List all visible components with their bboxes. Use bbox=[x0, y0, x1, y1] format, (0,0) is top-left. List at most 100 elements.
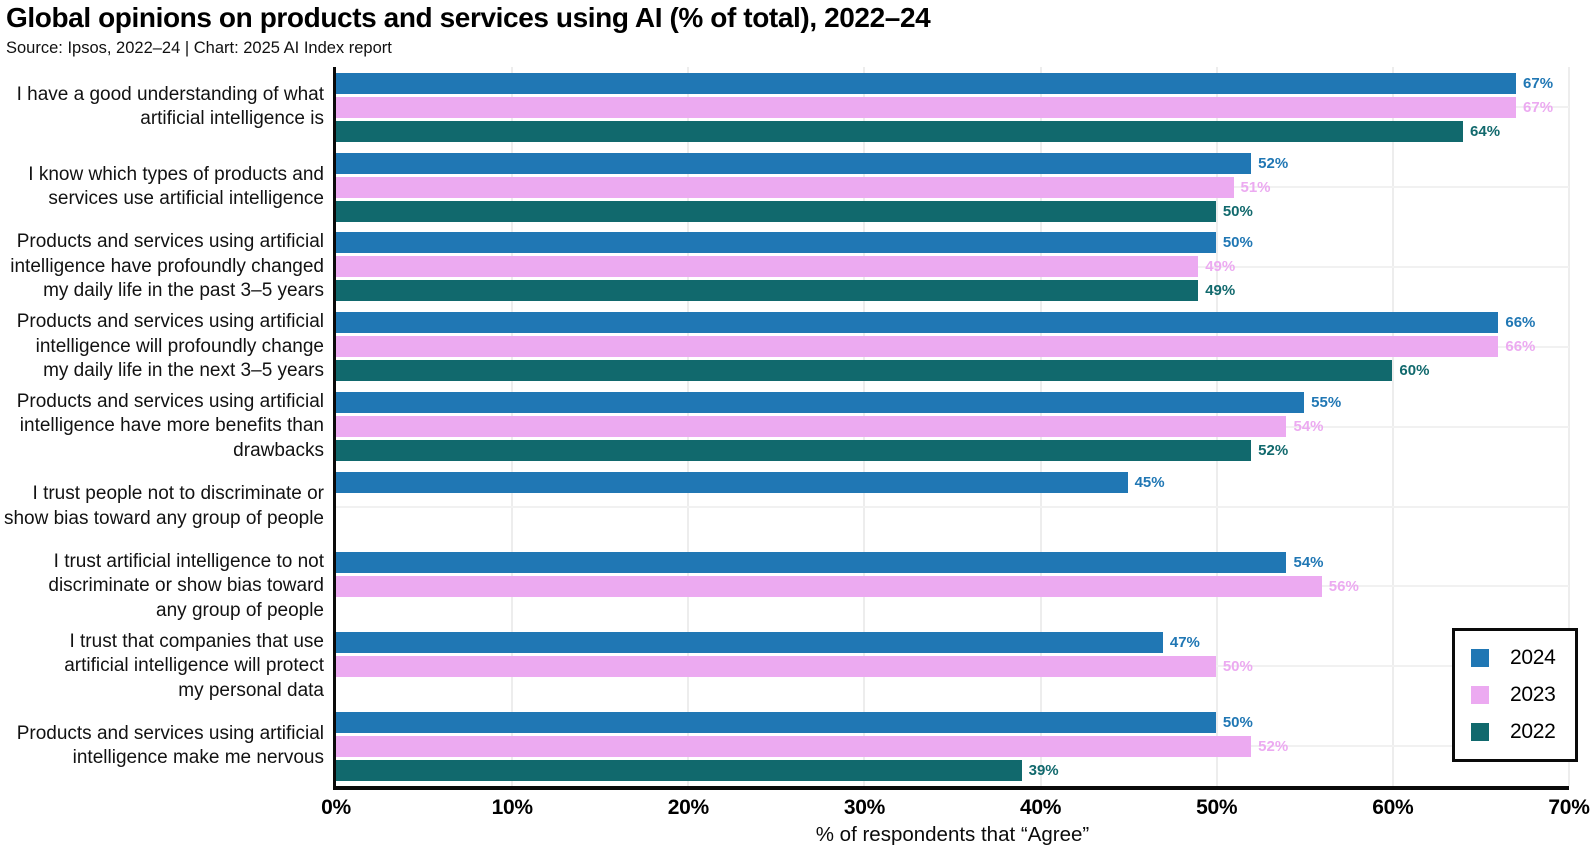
category-label: I trust people not to discriminate or sh… bbox=[3, 483, 324, 529]
bar-2024 bbox=[333, 72, 1517, 94]
bar-2022 bbox=[333, 360, 1393, 382]
value-label: 52% bbox=[1258, 737, 1289, 755]
bar-slot-2023: 49% bbox=[333, 256, 1569, 278]
category-label: Products and services using artificial i… bbox=[16, 722, 324, 769]
value-label: 64% bbox=[1470, 122, 1501, 140]
value-label: 47% bbox=[1169, 633, 1200, 651]
x-tick-label: 40% bbox=[1019, 796, 1062, 820]
bar-group: Products and services using artificial i… bbox=[0, 227, 1569, 307]
bar-2023 bbox=[333, 96, 1517, 118]
chart-source: Source: Ipsos, 2022–24 | Chart: 2025 AI … bbox=[6, 39, 392, 58]
bar-slot-2023: 52% bbox=[333, 735, 1569, 757]
bar-slot-2022 bbox=[333, 520, 1569, 541]
bar-2024 bbox=[333, 392, 1305, 414]
bar-group: Products and services using artificial i… bbox=[0, 387, 1569, 467]
value-label: 67% bbox=[1523, 74, 1554, 92]
value-label: 55% bbox=[1311, 394, 1342, 412]
bar-2023 bbox=[333, 176, 1234, 198]
bar-2023 bbox=[333, 575, 1322, 597]
bar-slot-2024: 50% bbox=[333, 711, 1569, 733]
gridline-vertical bbox=[1568, 67, 1570, 787]
value-label: 56% bbox=[1328, 577, 1359, 595]
bar-slot-2022: 50% bbox=[333, 200, 1569, 222]
value-label: 52% bbox=[1258, 442, 1289, 460]
group-bars: 50% 52% 39% bbox=[333, 706, 1569, 786]
bar-slot-2022 bbox=[333, 600, 1569, 621]
bar-slot-2023: 66% bbox=[333, 336, 1569, 358]
bar-slot-2024: 54% bbox=[333, 551, 1569, 573]
legend-label: 2023 bbox=[1510, 683, 1556, 706]
bar-slot-2024: 50% bbox=[333, 232, 1569, 254]
bar-slot-2024: 55% bbox=[333, 392, 1569, 414]
value-label: 50% bbox=[1222, 202, 1253, 220]
bar-2022 bbox=[333, 200, 1216, 222]
bar-slot-2023: 67% bbox=[333, 96, 1569, 118]
bar-2023 bbox=[333, 735, 1252, 757]
value-label: 54% bbox=[1293, 418, 1324, 436]
bar-group: Products and services using artificial i… bbox=[0, 307, 1569, 387]
value-label: 66% bbox=[1505, 314, 1536, 332]
bar-slot-2022: 49% bbox=[333, 280, 1569, 302]
value-label: 51% bbox=[1240, 178, 1271, 196]
bar-slot-2023: 51% bbox=[333, 176, 1569, 198]
value-label: 54% bbox=[1293, 553, 1324, 571]
bar-2022 bbox=[333, 440, 1252, 462]
category-label: I know which types of products and servi… bbox=[28, 163, 324, 210]
bar-groups: I have a good understanding of what arti… bbox=[0, 67, 1569, 786]
group-bars: 50% 49% 49% bbox=[333, 227, 1569, 307]
legend-item-2022: 2022 bbox=[1471, 720, 1559, 744]
category-label: I trust that companies that use artifici… bbox=[64, 630, 324, 701]
bar-2023 bbox=[333, 655, 1216, 677]
bar-slot-2024: 52% bbox=[333, 152, 1569, 174]
bar-slot-2022 bbox=[333, 680, 1569, 701]
bar-2022 bbox=[333, 280, 1199, 302]
chart-header: Global opinions on products and services… bbox=[0, 0, 1595, 58]
x-axis-title: % of respondents that “Agree” bbox=[815, 823, 1090, 847]
legend-swatch bbox=[1471, 686, 1489, 704]
bar-chart: I have a good understanding of what arti… bbox=[0, 67, 1570, 791]
legend-swatch bbox=[1471, 723, 1489, 741]
x-tick-label: 70% bbox=[1548, 796, 1590, 820]
bar-2023 bbox=[333, 336, 1499, 358]
value-label: 60% bbox=[1399, 362, 1430, 380]
bar-group: I know which types of products and servi… bbox=[0, 147, 1569, 227]
bar-2023 bbox=[333, 256, 1199, 278]
bar-2024 bbox=[333, 312, 1499, 334]
legend-label: 2022 bbox=[1510, 720, 1556, 743]
y-axis-spine bbox=[333, 67, 336, 787]
chart-title: Global opinions on products and services… bbox=[6, 2, 931, 33]
bar-slot-2022: 39% bbox=[333, 759, 1569, 781]
legend-item-2024: 2024 bbox=[1471, 646, 1559, 670]
bar-2022 bbox=[333, 120, 1464, 142]
category-label: Products and services using artificial i… bbox=[16, 390, 324, 461]
bar-group: I trust artificial intelligence to not d… bbox=[0, 547, 1569, 627]
legend: 2024 2023 2022 bbox=[1452, 628, 1578, 762]
group-bars: 67% 67% 64% bbox=[333, 67, 1569, 147]
group-bars: 52% 51% 50% bbox=[333, 147, 1569, 227]
x-axis-ticks: 0% 10% 20% 30% 40% 50% 60% 70% bbox=[321, 790, 1590, 819]
bar-2024 bbox=[333, 232, 1216, 254]
category-label: Products and services using artificial i… bbox=[16, 311, 324, 382]
gridline-horizontal bbox=[336, 505, 1569, 508]
x-tick-label: 20% bbox=[667, 796, 709, 820]
legend-item-2023: 2023 bbox=[1471, 683, 1559, 707]
category-label: Products and services using artificial i… bbox=[10, 231, 324, 302]
bar-slot-2024: 66% bbox=[333, 312, 1569, 334]
value-label: 50% bbox=[1222, 657, 1253, 675]
group-bars: 47% 50% bbox=[333, 626, 1569, 706]
x-tick-label: 0% bbox=[321, 796, 351, 820]
value-label: 66% bbox=[1505, 338, 1536, 356]
bar-slot-2023: 50% bbox=[333, 655, 1569, 677]
category-label: I have a good understanding of what arti… bbox=[16, 83, 324, 130]
x-axis-spine bbox=[333, 786, 1569, 791]
bar-2024 bbox=[333, 711, 1216, 733]
group-bars: 55% 54% 52% bbox=[333, 387, 1569, 467]
bar-slot-2022: 60% bbox=[333, 360, 1569, 382]
bar-slot-2022: 64% bbox=[333, 120, 1569, 142]
value-label: 50% bbox=[1222, 713, 1253, 731]
value-label: 52% bbox=[1258, 154, 1289, 172]
bar-slot-2024: 67% bbox=[333, 72, 1569, 94]
value-label: 49% bbox=[1205, 282, 1236, 300]
value-label: 39% bbox=[1028, 761, 1059, 779]
value-label: 45% bbox=[1134, 474, 1165, 492]
